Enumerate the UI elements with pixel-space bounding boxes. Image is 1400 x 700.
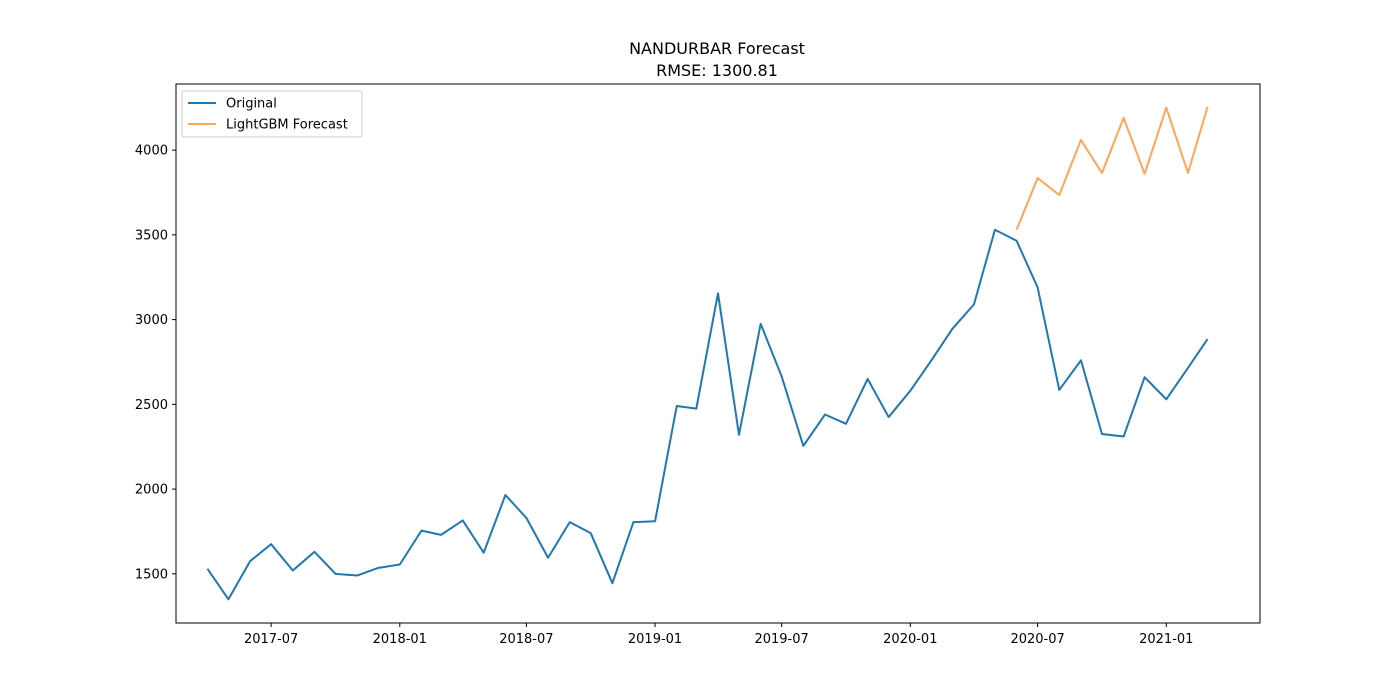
series-line-original xyxy=(206,228,1209,601)
legend-box xyxy=(181,90,363,138)
axes: 1500 2000 2500 3000 3500 4000 2017-07 2018-01 20… xyxy=(135,83,1261,647)
y-tick-label: 3000 xyxy=(135,313,168,328)
y-tick-label: 3500 xyxy=(135,228,168,243)
y-tick-label: 1500 xyxy=(135,567,168,582)
x-tick-label: 2020-07 xyxy=(1010,632,1064,647)
x-tick-label: 2020-01 xyxy=(883,632,937,647)
chart-subtitle: RMSE: 1300.81 xyxy=(656,61,778,80)
legend-label-original: Original xyxy=(226,97,277,112)
legend-label-forecast: LightGBM Forecast xyxy=(226,118,348,133)
x-tick-label: 2019-07 xyxy=(754,632,808,647)
plot-area xyxy=(206,106,1209,601)
y-tick-label: 2000 xyxy=(135,483,168,498)
x-tick-label: 2021-01 xyxy=(1139,632,1193,647)
legend: Original LightGBM Forecast xyxy=(181,90,363,138)
x-tick-label: 2019-01 xyxy=(628,632,682,647)
series-line-forecast xyxy=(1015,106,1209,231)
x-tick-label: 2018-01 xyxy=(373,632,427,647)
x-tick-label: 2018-07 xyxy=(499,632,553,647)
chart-title: NANDURBAR Forecast xyxy=(629,39,805,58)
y-tick-label: 4000 xyxy=(135,144,168,159)
y-tick-label: 2500 xyxy=(135,398,168,413)
axes-frame xyxy=(175,83,1261,624)
x-tick-label: 2017-07 xyxy=(244,632,298,647)
